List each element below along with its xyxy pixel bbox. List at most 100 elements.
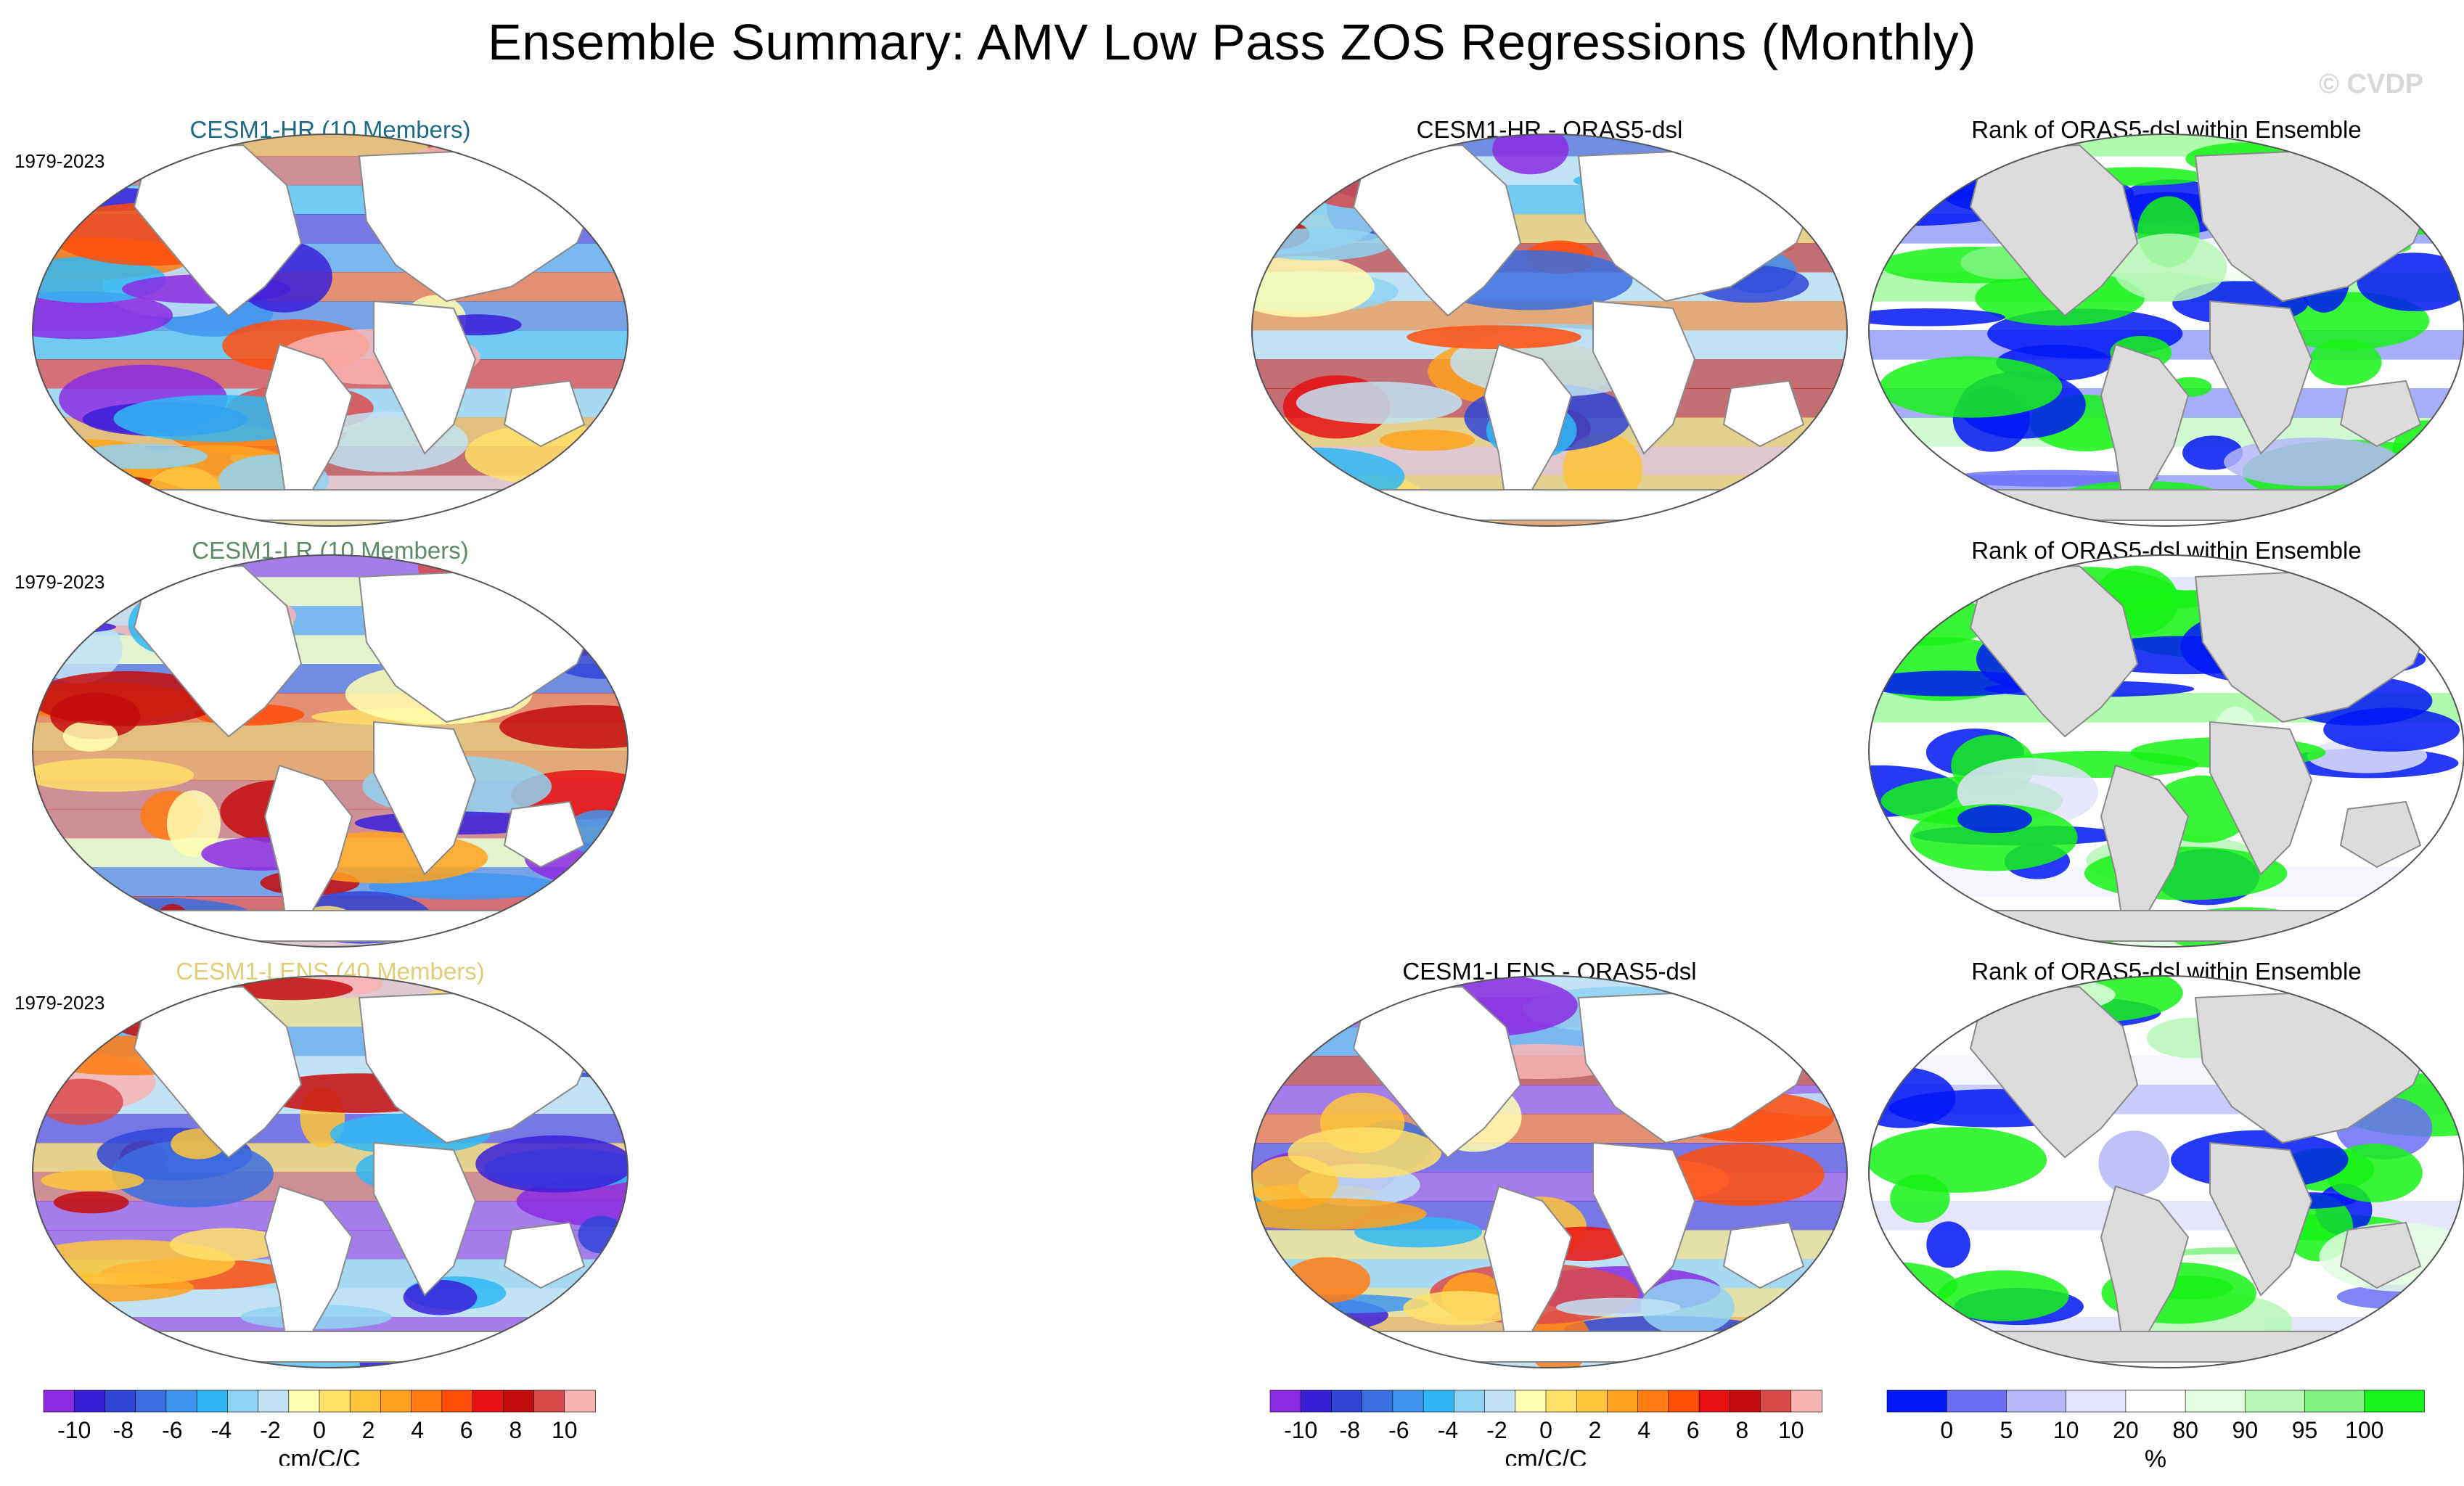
land-mask	[90, 1331, 570, 1363]
land-mask	[1969, 985, 2139, 1159]
colorbar-tick-label: -8	[1340, 1417, 1360, 1443]
field-blob	[33, 291, 173, 340]
field-blob	[1252, 1198, 1427, 1230]
field-band	[33, 156, 628, 186]
land-mask	[133, 144, 303, 317]
colorbar-swatch	[1269, 1389, 1302, 1413]
field-blob	[1869, 670, 2042, 697]
field-blob	[104, 915, 150, 947]
colorbar-swatch	[411, 1389, 443, 1413]
colorbar-swatch	[196, 1389, 229, 1413]
colorbar-swatch	[1698, 1389, 1731, 1413]
colorbar-swatch	[472, 1389, 504, 1413]
field-blob	[2369, 134, 2464, 173]
field-blob	[1926, 1221, 1970, 1268]
colorbar-tick-label: -2	[260, 1417, 280, 1443]
colorbar-tick-label: 10	[552, 1417, 578, 1443]
field-blob	[1902, 976, 2013, 1013]
land-mask	[2339, 1221, 2422, 1289]
world-map	[32, 134, 629, 527]
colorbar-swatch	[1392, 1389, 1424, 1413]
field-band	[33, 998, 628, 1027]
colorbar-swatch	[1760, 1389, 1792, 1413]
colorbar-units-label: cm/C/C	[1505, 1445, 1587, 1466]
field-blob	[1640, 1278, 1735, 1335]
land-mask	[1309, 1331, 1790, 1363]
map-outline	[1868, 554, 2464, 948]
field-blob	[1869, 885, 1939, 919]
colorbar-tick-label: -10	[57, 1417, 91, 1443]
field-blob	[1296, 382, 1462, 424]
colorbar-swatch	[227, 1389, 259, 1413]
field-blob	[1869, 308, 2005, 327]
colorbar-tick-label: -10	[1284, 1417, 1317, 1443]
land-mask	[133, 985, 303, 1159]
colorbar-units-label: cm/C/C	[278, 1445, 360, 1466]
colorbar-swatch	[1362, 1389, 1393, 1413]
map-outline	[1251, 975, 1848, 1368]
land-mask	[503, 1221, 586, 1289]
land-mask	[1722, 1221, 1805, 1289]
land-mask	[373, 721, 477, 876]
watermark: © CVDP	[2319, 69, 2424, 99]
world-map	[1868, 134, 2464, 527]
land-mask	[1309, 489, 1790, 521]
field-blob	[2426, 868, 2464, 911]
field-blob	[1869, 990, 1979, 1035]
world-map	[1251, 134, 1848, 527]
colorbar-tick-label: -6	[1388, 1417, 1409, 1443]
colorbar-tick-label: 0	[1940, 1417, 1953, 1443]
land-mask	[503, 379, 586, 448]
colorbar-swatch	[2364, 1389, 2425, 1413]
field-blob	[49, 478, 134, 526]
land-mask	[1592, 1141, 1696, 1297]
colorbar-regression-difference: -10 -8 -6 -4 -2 0 2 4 6 8 10 cm/C/C	[1269, 1389, 1822, 1466]
colorbar-swatch	[319, 1389, 351, 1413]
colorbar-swatch	[1946, 1389, 2007, 1413]
field-blob	[475, 1135, 628, 1193]
field-blob	[169, 1228, 286, 1261]
colorbar-swatch	[1607, 1389, 1639, 1413]
period-label: 1979-2023	[15, 571, 105, 593]
field-blob	[1743, 490, 1827, 526]
colorbar-swatch	[2125, 1389, 2186, 1413]
field-blob	[2325, 1144, 2423, 1202]
colorbar-swatch	[2066, 1389, 2127, 1413]
colorbar-rank: 0 5 10 20 80 90 95 100%	[1886, 1389, 2425, 1473]
land-mask	[1722, 379, 1805, 448]
world-map	[32, 975, 629, 1368]
map-outline	[32, 134, 629, 527]
colorbar-swatch	[105, 1389, 136, 1413]
colorbar-swatch	[2245, 1389, 2306, 1413]
colorbar-swatch	[1454, 1389, 1486, 1413]
field-blob	[2098, 1130, 2170, 1196]
field-blob	[1663, 1144, 1825, 1207]
colorbar-swatch	[1576, 1389, 1608, 1413]
field-blob	[33, 671, 224, 726]
colorbar-tick-label: 4	[1637, 1417, 1650, 1443]
field-blob	[1945, 469, 2159, 487]
land-mask	[1926, 489, 2407, 521]
field-blob	[2323, 707, 2460, 752]
map-outline	[1868, 134, 2464, 527]
colorbar-swatch	[165, 1389, 197, 1413]
land-mask	[1926, 910, 2407, 942]
map-outline	[1251, 134, 1848, 527]
field-blob	[1563, 432, 1643, 506]
field-blob	[62, 720, 118, 752]
field-blob	[1252, 228, 1391, 260]
land-mask	[2209, 1141, 2313, 1297]
field-blob	[1957, 805, 2032, 834]
field-blob	[1288, 1127, 1441, 1179]
land-mask	[2209, 300, 2313, 455]
field-blob	[112, 1140, 274, 1208]
field-blob	[2308, 339, 2382, 386]
land-mask	[1352, 144, 1522, 317]
colorbar-swatch	[349, 1389, 382, 1413]
field-blob	[2224, 438, 2401, 487]
field-blob	[2357, 253, 2464, 311]
field-blob	[1720, 483, 1847, 526]
colorbar-tick-label: 5	[2000, 1417, 2013, 1443]
colorbar-swatch	[564, 1389, 596, 1413]
colorbar-tick-label: 2	[362, 1417, 375, 1443]
